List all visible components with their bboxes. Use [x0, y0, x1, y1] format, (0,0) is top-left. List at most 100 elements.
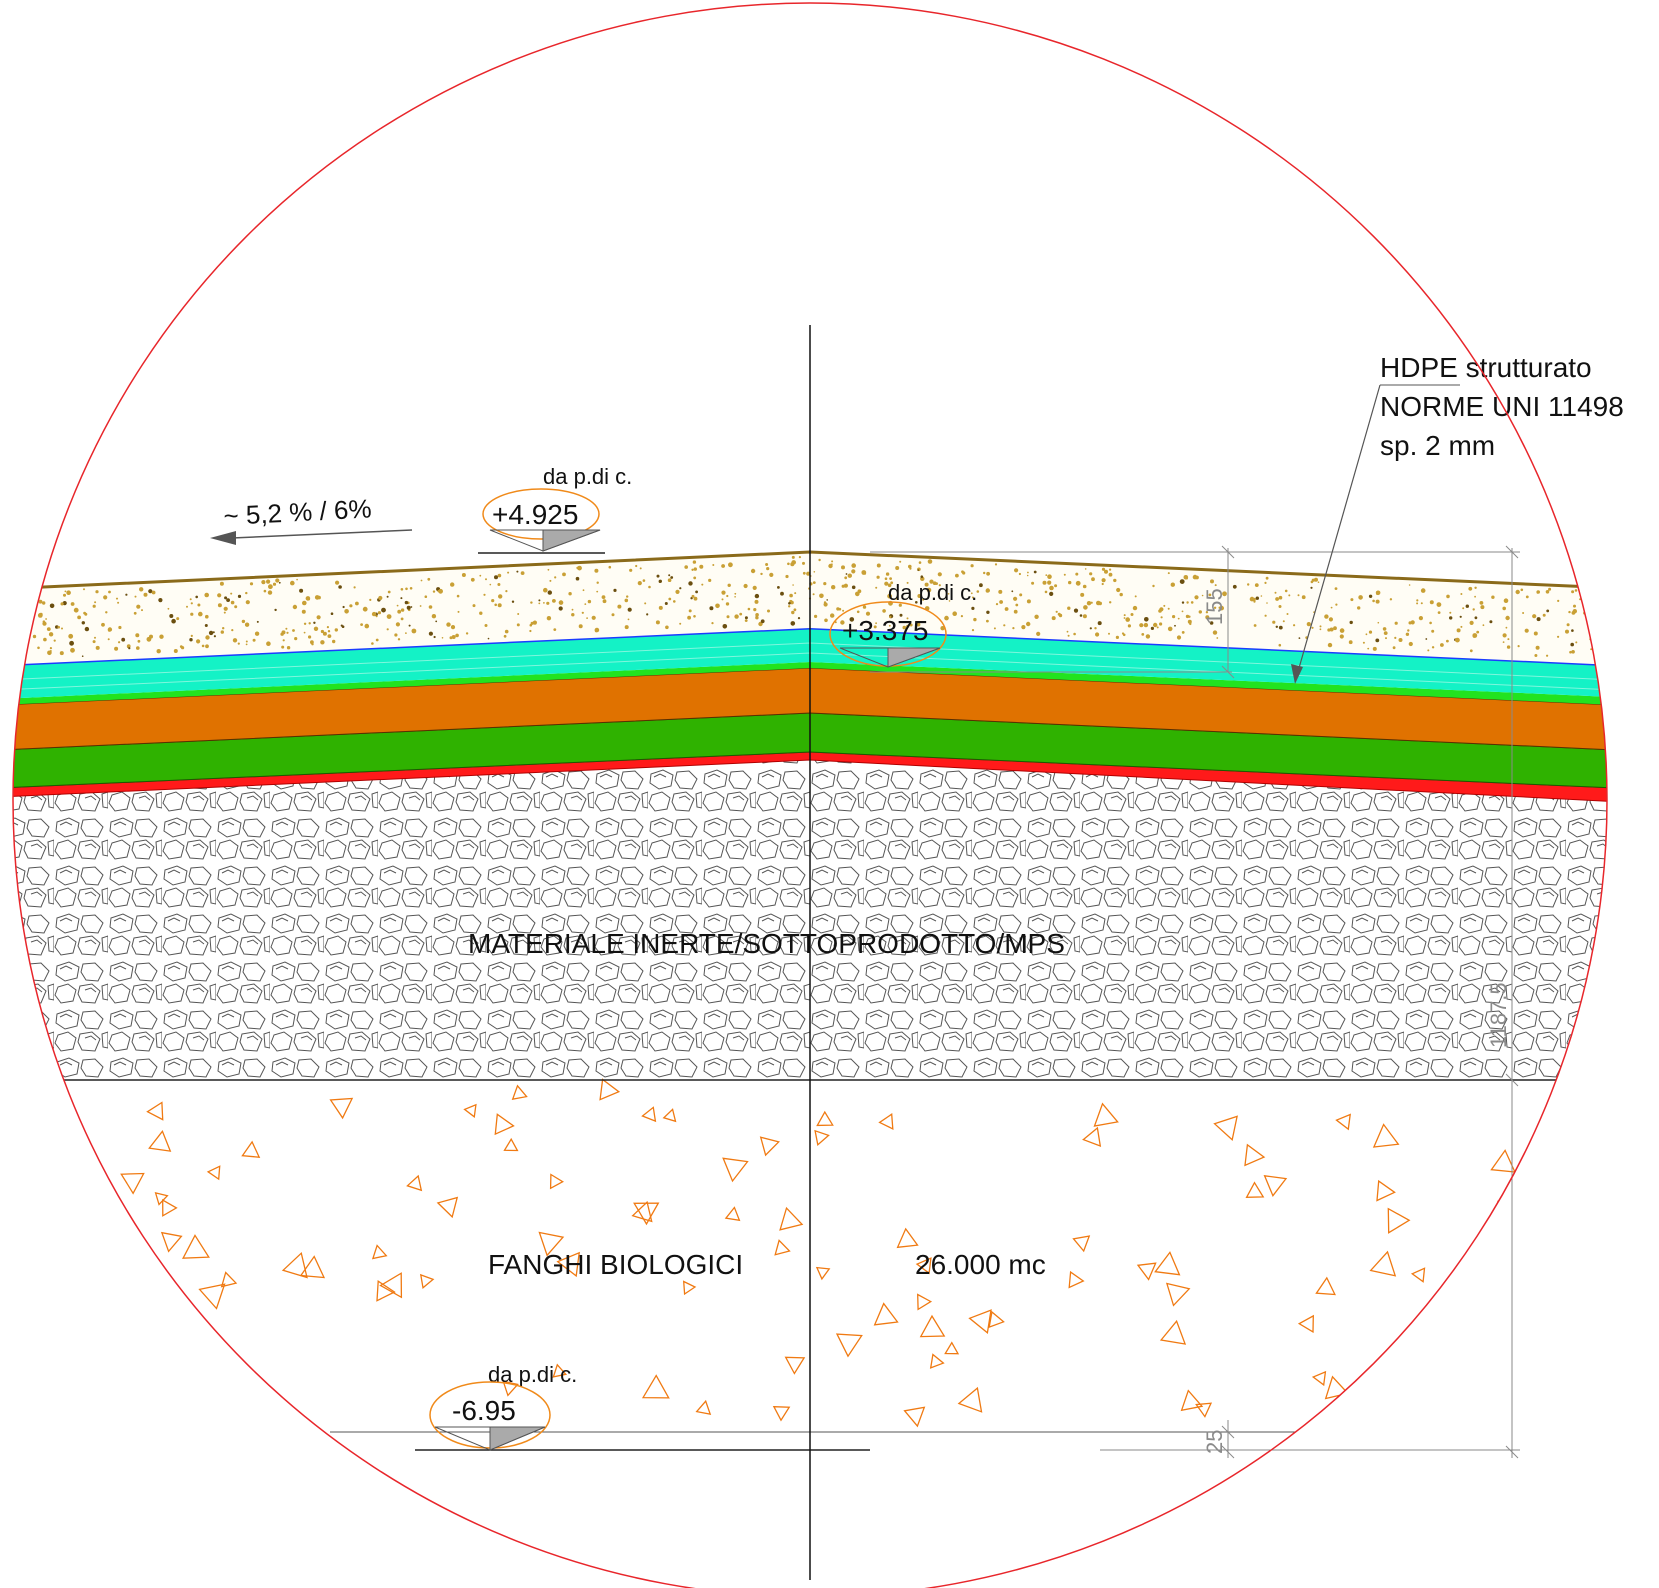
elevation-caption-1: da p.di c.	[543, 464, 632, 489]
topsoil-speck	[998, 589, 1003, 594]
hdpe-note-line-3: sp. 2 mm	[1380, 430, 1495, 461]
sludge-mark	[682, 1280, 697, 1296]
topsoil-speck	[1082, 614, 1087, 619]
topsoil-speck	[1075, 572, 1079, 576]
topsoil-speck	[688, 609, 692, 613]
topsoil-speck	[1431, 646, 1435, 649]
topsoil-speck	[670, 576, 674, 579]
topsoil-speck	[841, 584, 845, 588]
topsoil-speck	[190, 612, 194, 616]
topsoil-speck	[1350, 598, 1354, 602]
topsoil-speck	[1408, 584, 1411, 586]
topsoil-speck	[465, 632, 469, 635]
topsoil-speck	[552, 599, 556, 603]
topsoil-speck	[790, 621, 796, 626]
topsoil-speck	[1383, 631, 1388, 635]
topsoil-speck	[1144, 617, 1149, 622]
topsoil-speck	[137, 639, 141, 643]
topsoil-speck	[400, 597, 403, 600]
sludge-mark	[1376, 1179, 1396, 1202]
topsoil-speck	[819, 593, 824, 599]
topsoil-speck	[646, 613, 649, 616]
topsoil-speck	[42, 601, 46, 605]
topsoil-speck	[1600, 644, 1605, 649]
topsoil-speck	[1015, 603, 1019, 607]
topsoil-speck	[1394, 636, 1397, 640]
topsoil-speck	[1595, 596, 1599, 601]
topsoil-speck	[1449, 616, 1453, 620]
topsoil-speck	[1571, 611, 1576, 615]
topsoil-speck	[226, 598, 231, 602]
topsoil-speck	[1275, 625, 1279, 628]
topsoil-speck	[1517, 645, 1520, 648]
topsoil-speck	[1600, 641, 1606, 646]
sludge-mark	[957, 1386, 983, 1413]
topsoil-speck	[349, 604, 353, 608]
topsoil-speck	[1108, 632, 1110, 635]
topsoil-speck	[1382, 627, 1387, 631]
topsoil-speck	[1036, 631, 1041, 637]
topsoil-speck	[1012, 627, 1015, 630]
sludge-mark	[919, 1314, 946, 1338]
topsoil-speck	[626, 595, 629, 598]
topsoil-speck	[938, 584, 941, 587]
topsoil-speck	[32, 591, 34, 593]
topsoil-speck	[899, 613, 903, 617]
topsoil-speck	[397, 609, 402, 614]
topsoil-speck	[66, 590, 71, 595]
topsoil-speck	[21, 592, 25, 596]
topsoil-speck	[797, 617, 801, 620]
topsoil-speck	[790, 600, 794, 605]
topsoil-speck	[728, 562, 733, 568]
topsoil-speck	[575, 576, 580, 581]
sludge-mark	[873, 1302, 899, 1326]
topsoil-speck	[1502, 606, 1506, 611]
topsoil-speck	[470, 577, 475, 582]
topsoil-speck	[1603, 619, 1607, 623]
topsoil-speck	[433, 635, 436, 639]
topsoil-speck	[1349, 620, 1353, 625]
topsoil-speck	[114, 646, 119, 651]
topsoil-speck	[31, 601, 35, 605]
sludge-mark	[120, 1172, 145, 1195]
topsoil-speck	[802, 561, 805, 565]
inert-material-layer	[13, 760, 1607, 1080]
topsoil-speck	[926, 587, 932, 593]
topsoil-speck	[727, 583, 731, 587]
sludge-mark	[896, 1227, 919, 1249]
sludge-mark	[878, 1113, 894, 1130]
topsoil-speck	[9, 621, 13, 625]
topsoil-speck	[1429, 600, 1434, 605]
topsoil-speck	[450, 625, 456, 630]
topsoil-speck	[1089, 627, 1092, 630]
topsoil-speck	[404, 600, 409, 605]
topsoil-speck	[1298, 637, 1301, 639]
topsoil-speck	[27, 608, 30, 611]
sludge-mark	[662, 1108, 677, 1123]
topsoil-speck	[1034, 614, 1039, 619]
topsoil-speck	[268, 584, 273, 590]
topsoil-speck	[543, 587, 548, 593]
topsoil-speck	[1160, 616, 1163, 619]
topsoil-speck	[865, 611, 871, 616]
topsoil-speck	[1109, 601, 1112, 604]
topsoil-speck	[847, 573, 852, 578]
topsoil-speck	[1264, 581, 1267, 585]
topsoil-speck	[204, 624, 208, 627]
topsoil-speck	[895, 566, 900, 570]
topsoil-speck	[494, 575, 498, 580]
topsoil-speck	[985, 590, 989, 593]
topsoil-speck	[709, 606, 714, 611]
topsoil-speck	[851, 569, 856, 574]
topsoil-speck	[1208, 593, 1212, 597]
topsoil-speck	[1590, 648, 1593, 651]
topsoil-speck	[217, 593, 222, 598]
topsoil-speck	[282, 639, 285, 642]
topsoil-speck	[1021, 625, 1026, 630]
topsoil-speck	[754, 599, 759, 604]
topsoil-speck	[1159, 607, 1164, 612]
topsoil-speck	[1026, 621, 1031, 627]
topsoil-speck	[701, 583, 704, 586]
topsoil-speck	[68, 633, 74, 639]
topsoil-speck	[1570, 642, 1574, 647]
